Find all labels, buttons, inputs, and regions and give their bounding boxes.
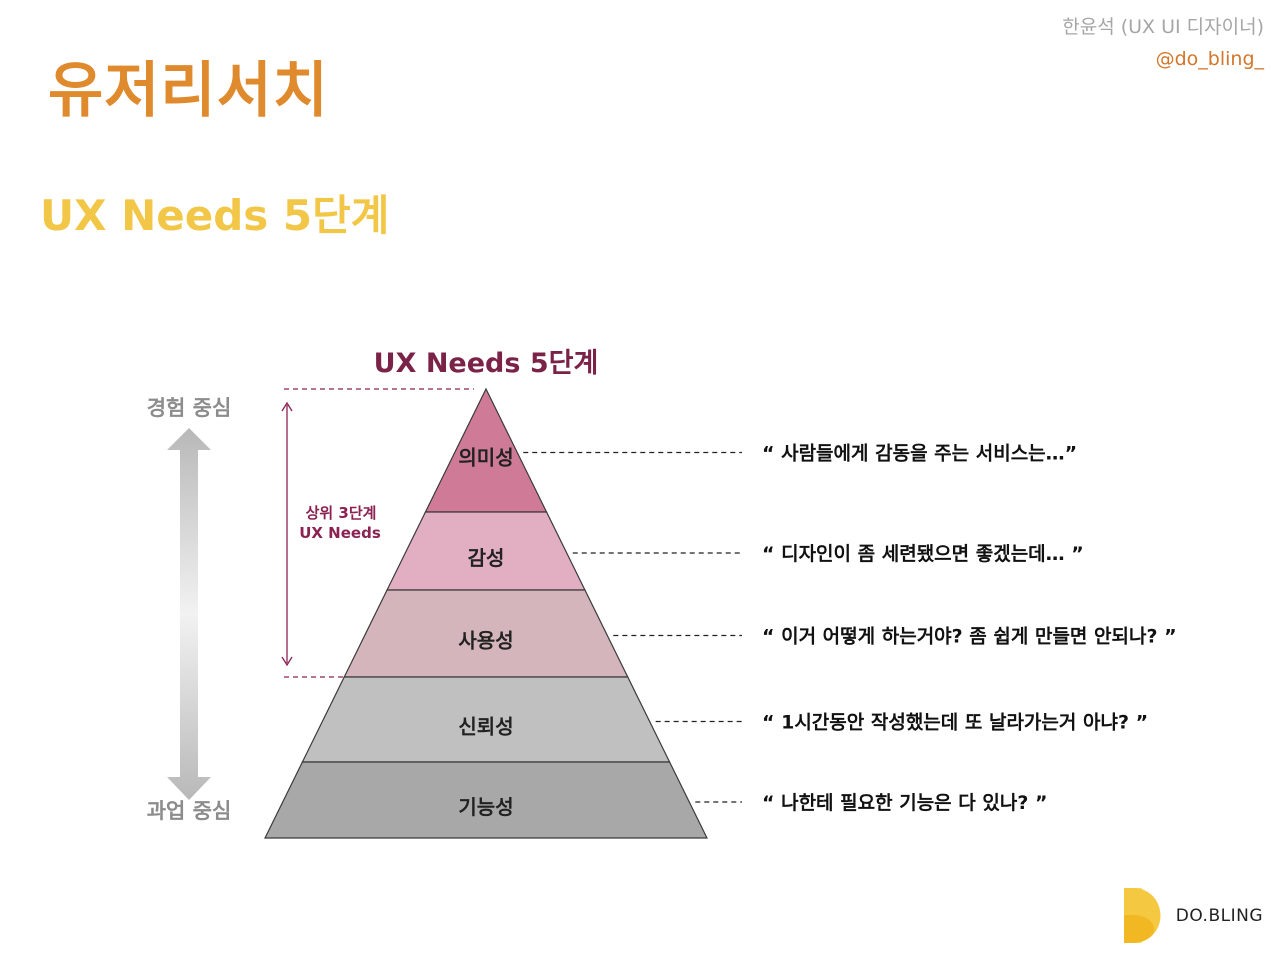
- pyramid-level-label: 감성: [468, 546, 505, 570]
- page-title: 유저리서치: [48, 56, 329, 126]
- bracket-arrow-down-icon: [281, 656, 293, 667]
- user-quote: “ 1시간동안 작성했는데 또 날라가는거 아냐? ”: [762, 712, 1148, 734]
- logo-text: DO.BLING: [1175, 906, 1263, 926]
- diagram-title: UX Needs 5단계: [374, 348, 599, 379]
- pyramid-level-label: 기능성: [458, 795, 513, 819]
- pyramid-level-5: [264, 761, 708, 839]
- handle-label: @do_bling_: [1155, 48, 1264, 70]
- bracket-label-line1: 상위 3단계: [306, 504, 377, 522]
- do-bling-logo-icon: [1124, 888, 1161, 943]
- bracket-label-line2: UX Needs: [299, 524, 381, 542]
- bracket-arrow-up-icon: [281, 401, 293, 412]
- user-quote: “ 사람들에게 감동을 주는 서비스는…”: [762, 443, 1077, 465]
- axis-top-label: 경험 중심: [147, 396, 232, 420]
- axis-bottom-label: 과업 중심: [147, 799, 232, 823]
- double-arrow-icon: [167, 428, 211, 800]
- pyramid-level-label: 신뢰성: [458, 715, 513, 739]
- quotes-group: “ 사람들에게 감동을 주는 서비스는…” “ 디자인이 좀 세련됐으면 좋겠는데…: [523, 443, 1177, 814]
- user-quote: “ 디자인이 좀 세련됐으면 좋겠는데… ”: [762, 543, 1084, 565]
- pyramid-level-label: 의미성: [458, 446, 513, 470]
- user-quote: “ 나한테 필요한 기능은 다 있나? ”: [762, 792, 1047, 814]
- pyramid-level-label: 사용성: [458, 629, 513, 653]
- user-quote: “ 이거 어떻게 하는거야? 좀 쉽게 만들면 안되나? ”: [762, 626, 1177, 648]
- author-label: 한윤석 (UX UI 디자이너): [1062, 16, 1264, 38]
- page-subtitle: UX Needs 5단계: [40, 191, 390, 240]
